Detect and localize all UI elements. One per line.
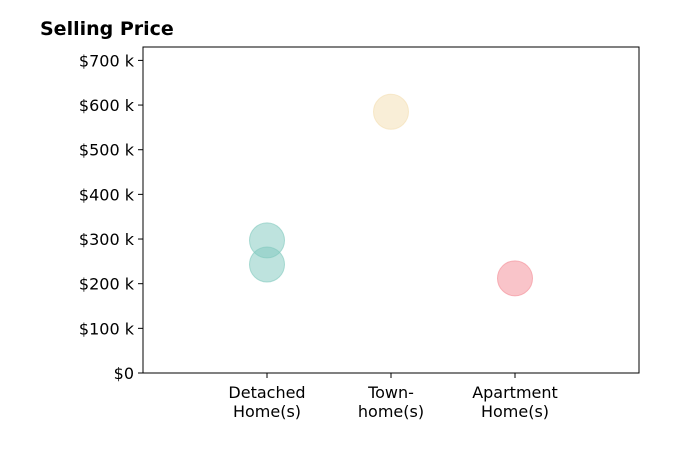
chart-title: Selling Price bbox=[40, 18, 174, 40]
data-point bbox=[373, 93, 409, 130]
y-tick-label: $100 k bbox=[79, 319, 135, 338]
x-tick-label-line: Home(s) bbox=[481, 402, 549, 421]
x-tick-label-line: Apartment bbox=[472, 383, 558, 402]
y-tick-label: $700 k bbox=[79, 51, 135, 70]
x-tick-label: Apartment Home(s) bbox=[472, 383, 558, 421]
data-point bbox=[497, 260, 533, 297]
x-tick-label: Detached Home(s) bbox=[228, 383, 305, 421]
x-tick-label-line: Town- bbox=[367, 383, 414, 402]
data-point bbox=[249, 246, 285, 283]
data-points bbox=[249, 93, 533, 297]
x-tick-label-line: Detached bbox=[228, 383, 305, 402]
y-tick-label: $200 k bbox=[79, 275, 135, 294]
x-tick-label-line: Home(s) bbox=[233, 402, 301, 421]
y-tick-label: $600 k bbox=[79, 96, 135, 115]
x-tick-label: Town-home(s) bbox=[358, 383, 424, 421]
y-axis: $0 $100 k $200 k $300 k $400 k $500 k $600 k $7… bbox=[79, 51, 143, 383]
y-tick-label: $0 bbox=[114, 364, 134, 383]
x-axis: Detached Home(s)Town-home(s)Apartment Home… bbox=[228, 373, 558, 421]
x-tick-label-line: home(s) bbox=[358, 402, 424, 421]
y-tick-label: $300 k bbox=[79, 230, 135, 249]
y-tick-label: $500 k bbox=[79, 141, 135, 160]
y-tick-label: $400 k bbox=[79, 185, 135, 204]
